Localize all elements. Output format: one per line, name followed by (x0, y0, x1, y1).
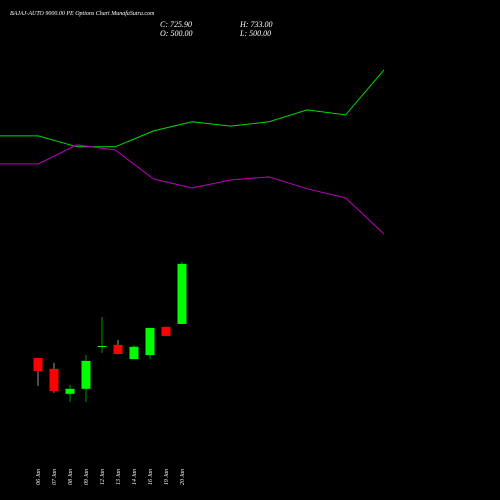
x-tick-label: 20 Jan (180, 469, 186, 485)
x-tick-label: 19 Jan (164, 469, 170, 485)
indicator-line (0, 144, 385, 235)
x-tick-label: 13 Jan (116, 469, 122, 485)
candle-body (97, 346, 107, 348)
chart-title: BAJAJ-AUTO 9000.00 PE Options Chart Muna… (10, 10, 155, 17)
x-tick-label: 14 Jan (131, 469, 138, 485)
ohlc-label: C: 725.90 (160, 20, 192, 29)
x-tick-label: 12 Jan (100, 469, 106, 485)
candle-body (129, 346, 139, 360)
x-tick-label: 16 Jan (148, 469, 154, 485)
candle-body (177, 263, 187, 324)
candle-body (49, 368, 59, 391)
indicator-line (0, 69, 385, 148)
ohlc-label: O: 500.00 (160, 29, 192, 38)
x-tick-label: 09 Jan (84, 469, 90, 485)
ohlc-label: H: 733.00 (239, 20, 272, 29)
candle-body (113, 344, 123, 354)
candle-body (33, 357, 43, 372)
candle-body (81, 360, 91, 389)
candle-body (145, 327, 155, 356)
x-tick-label: 07 Jan (52, 469, 58, 485)
x-tick-label: 06 Jan (36, 469, 42, 485)
candle-body (161, 326, 171, 336)
ohlc-label: L: 500.00 (239, 29, 271, 38)
x-tick-label: 08 Jan (68, 469, 74, 485)
candle-body (65, 388, 75, 394)
